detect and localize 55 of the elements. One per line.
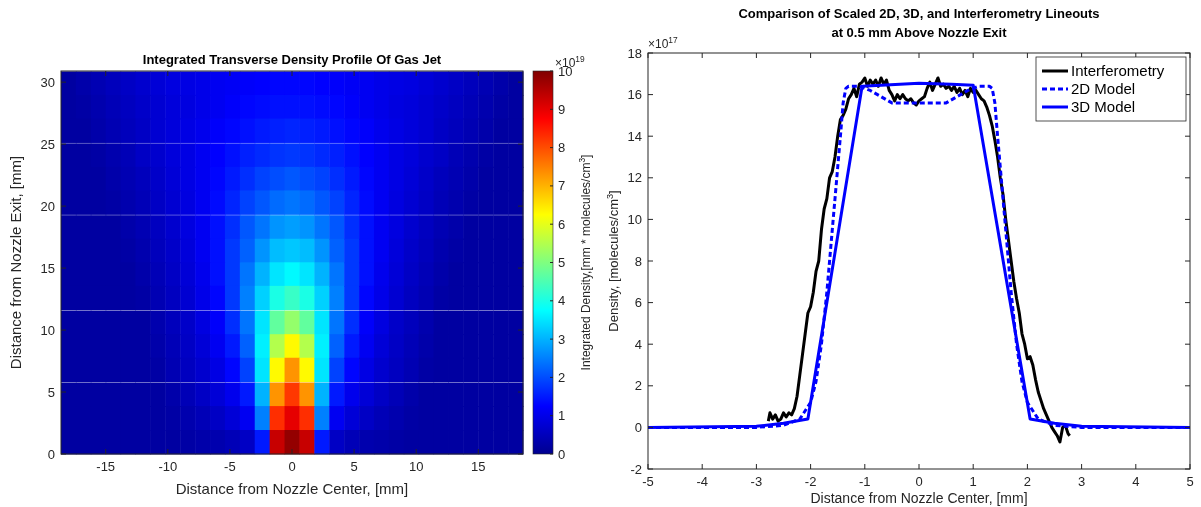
- legend-label: 2D Model: [1071, 80, 1136, 97]
- x-tick-label: 2: [1023, 474, 1032, 489]
- x-tick-label: 1: [969, 474, 977, 489]
- y-tick-label: 10: [40, 322, 55, 338]
- x-tick-label: -3: [750, 474, 763, 489]
- y-tick-label: 2: [634, 378, 642, 394]
- x-tick-label: -4: [696, 474, 708, 489]
- x-tick-label: -15: [96, 459, 116, 474]
- y-tick-label: 14: [627, 128, 642, 144]
- y-tick-label: 30: [40, 74, 55, 90]
- color-bar-label: 8: [558, 140, 566, 156]
- color-bar-label: 0: [558, 446, 566, 462]
- chart-title: Comparison of Scaled 2D, 3D, and Interferometry Lineouts at 0.5 mm Above Nozzle Exit: [738, 6, 1100, 40]
- color-bar-label: 3: [558, 331, 566, 347]
- legend-label: 3D Model: [1071, 98, 1136, 115]
- color-bar-label: 4: [558, 293, 566, 309]
- color-bar-label: 1: [558, 408, 566, 424]
- y-tick-label: 10: [627, 211, 642, 227]
- x-axis-title: Distance from Nozzle Center, [mm]: [810, 490, 1028, 506]
- y-tick-label: 0: [634, 419, 642, 435]
- color-bar-label: 7: [558, 178, 566, 194]
- x-tick-label: -1: [859, 474, 871, 489]
- color-bar-label: 9: [558, 101, 566, 117]
- y-tick-label: 12: [627, 170, 642, 186]
- y-tick-label: 0: [47, 446, 55, 462]
- x-tick-label: 0: [915, 474, 923, 489]
- line-series: [766, 76, 1072, 444]
- y-tick-label: 25: [40, 136, 55, 152]
- x-tick-label: -5: [642, 474, 654, 489]
- x-tick-label: -2: [804, 474, 817, 489]
- y-axis-title: Distance from Nozzle Exit, [mm]: [7, 155, 24, 370]
- x-axis-title: Distance from Nozzle Center, [mm]: [175, 480, 409, 497]
- color-bar-label: 2: [558, 369, 566, 385]
- x-tick-label: 3: [1077, 474, 1086, 489]
- x-tick-label: 4: [1132, 474, 1140, 489]
- x-tick-label: 5: [350, 459, 358, 474]
- x-tick-label: 10: [408, 459, 424, 474]
- x-tick-label: 5: [1186, 474, 1194, 489]
- color-bar-label: 6: [558, 216, 566, 232]
- color-bar-label: 5: [558, 255, 566, 270]
- text: ×10$^{17}$: [648, 35, 679, 51]
- y-tick-label: 6: [634, 295, 642, 311]
- y-tick-label: 20: [40, 198, 55, 214]
- y-tick-label: 18: [627, 45, 642, 61]
- y-tick-label: 4: [634, 336, 642, 352]
- x-tick-label: -10: [158, 459, 178, 474]
- x-tick-label: 0: [288, 459, 296, 474]
- y-tick-label: 5: [47, 384, 55, 400]
- legend-label: Interferometry: [1071, 62, 1165, 79]
- y-tick-label: 15: [40, 260, 55, 276]
- x-tick-label: 15: [471, 459, 486, 474]
- x-tick-label: -5: [224, 459, 236, 474]
- chart-title: Integrated Transverse Density Profile Of Gas Jet: [142, 52, 442, 67]
- y-tick-label: 16: [627, 87, 642, 103]
- y-tick-label: 8: [634, 253, 642, 269]
